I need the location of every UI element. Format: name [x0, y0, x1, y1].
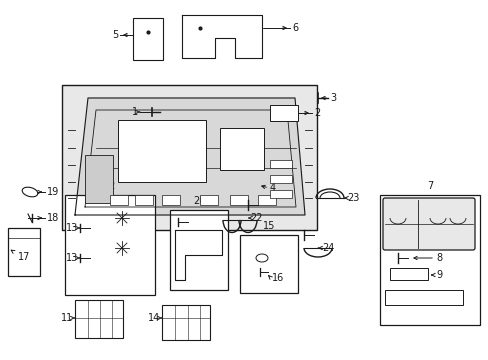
- Bar: [162, 305, 209, 340]
- Bar: [269, 175, 291, 183]
- Text: 5: 5: [112, 30, 118, 40]
- Bar: [240, 235, 297, 293]
- Text: 12: 12: [103, 181, 116, 191]
- Bar: [384, 290, 462, 305]
- Text: 7: 7: [426, 181, 432, 191]
- Text: 23: 23: [346, 193, 359, 203]
- Bar: [118, 120, 205, 182]
- Bar: [75, 300, 123, 338]
- Text: 11: 11: [61, 313, 73, 323]
- Text: 8: 8: [435, 253, 441, 263]
- Text: 15: 15: [262, 221, 275, 231]
- Text: 22: 22: [249, 213, 262, 223]
- Bar: [200, 195, 218, 205]
- Text: 9: 9: [435, 270, 441, 280]
- Bar: [220, 128, 264, 170]
- Bar: [62, 85, 316, 230]
- Ellipse shape: [22, 187, 38, 197]
- Text: 10: 10: [435, 293, 447, 303]
- Text: 1: 1: [132, 107, 138, 117]
- Ellipse shape: [256, 254, 267, 262]
- Bar: [258, 195, 275, 205]
- Polygon shape: [175, 230, 222, 280]
- Polygon shape: [75, 98, 305, 215]
- FancyBboxPatch shape: [382, 198, 474, 250]
- Bar: [229, 195, 247, 205]
- Text: 24: 24: [321, 243, 334, 253]
- Bar: [135, 195, 153, 205]
- Text: 13: 13: [65, 223, 78, 233]
- Text: 20: 20: [192, 196, 205, 206]
- Text: 14: 14: [147, 313, 160, 323]
- Text: 18: 18: [47, 213, 59, 223]
- Text: 19: 19: [47, 187, 59, 197]
- Bar: [133, 18, 163, 60]
- Polygon shape: [182, 15, 262, 58]
- Bar: [269, 105, 297, 121]
- Text: 21: 21: [205, 243, 218, 253]
- Bar: [110, 195, 128, 205]
- Bar: [170, 210, 227, 290]
- Bar: [269, 160, 291, 168]
- Text: 4: 4: [269, 183, 276, 193]
- Bar: [389, 268, 427, 280]
- Bar: [85, 155, 113, 203]
- Text: 2: 2: [313, 108, 320, 118]
- Text: 13: 13: [65, 253, 78, 263]
- Text: 3: 3: [329, 93, 335, 103]
- Bar: [65, 195, 155, 295]
- Text: 6: 6: [291, 23, 298, 33]
- Text: 16: 16: [271, 273, 284, 283]
- Bar: [162, 195, 180, 205]
- Bar: [8, 228, 40, 276]
- Bar: [269, 190, 291, 198]
- Text: 17: 17: [18, 252, 30, 262]
- Bar: [379, 195, 479, 325]
